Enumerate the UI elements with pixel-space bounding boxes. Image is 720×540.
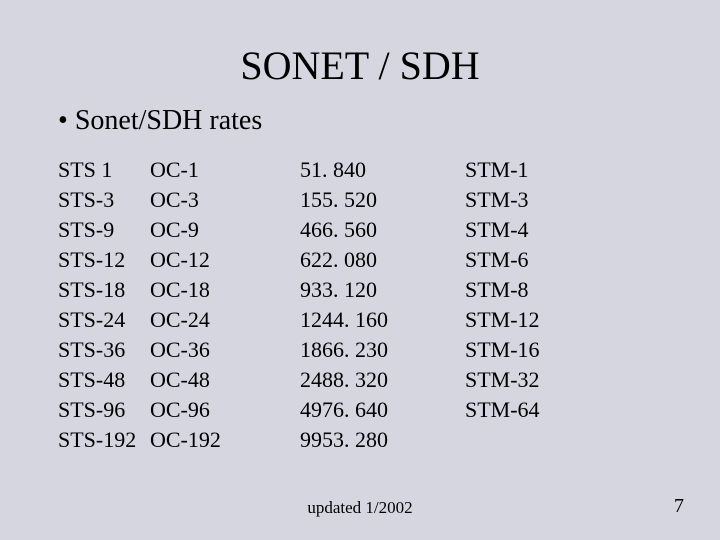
cell: OC-48 bbox=[150, 365, 300, 395]
cell: STM-6 bbox=[465, 245, 615, 275]
cell: OC-3 bbox=[150, 185, 300, 215]
column-stm: STM-1 STM-3 STM-4 STM-6 STM-8 STM-12 STM… bbox=[465, 155, 615, 455]
cell: OC-9 bbox=[150, 215, 300, 245]
cell: 4976. 640 bbox=[300, 395, 465, 425]
cell: STS-12 bbox=[58, 245, 150, 275]
cell: OC-192 bbox=[150, 425, 300, 455]
cell: 155. 520 bbox=[300, 185, 465, 215]
rates-table: STS 1 STS-3 STS-9 STS-12 STS-18 STS-24 S… bbox=[0, 137, 720, 455]
slide: SONET / SDH • Sonet/SDH rates STS 1 STS-… bbox=[0, 0, 720, 540]
cell: OC-96 bbox=[150, 395, 300, 425]
cell: OC-36 bbox=[150, 335, 300, 365]
cell: STM-1 bbox=[465, 155, 615, 185]
cell: STS-48 bbox=[58, 365, 150, 395]
cell: STS-3 bbox=[58, 185, 150, 215]
cell: 622. 080 bbox=[300, 245, 465, 275]
cell: 1866. 230 bbox=[300, 335, 465, 365]
cell: 9953. 280 bbox=[300, 425, 465, 455]
cell: OC-1 bbox=[150, 155, 300, 185]
bullet: • bbox=[58, 105, 68, 136]
cell: OC-24 bbox=[150, 305, 300, 335]
cell: STM-12 bbox=[465, 305, 615, 335]
subtitle: • Sonet/SDH rates bbox=[0, 99, 720, 137]
cell: STM-8 bbox=[465, 275, 615, 305]
cell: OC-18 bbox=[150, 275, 300, 305]
cell: STS-18 bbox=[58, 275, 150, 305]
cell: 2488. 320 bbox=[300, 365, 465, 395]
page-number: 7 bbox=[674, 495, 684, 518]
subtitle-text: Sonet/SDH rates bbox=[75, 105, 262, 136]
cell: STM-16 bbox=[465, 335, 615, 365]
cell: STS-36 bbox=[58, 335, 150, 365]
cell: STM-3 bbox=[465, 185, 615, 215]
cell: STS 1 bbox=[58, 155, 150, 185]
cell: STS-9 bbox=[58, 215, 150, 245]
cell: OC-12 bbox=[150, 245, 300, 275]
cell: STS-24 bbox=[58, 305, 150, 335]
cell: STM-32 bbox=[465, 365, 615, 395]
cell: 466. 560 bbox=[300, 215, 465, 245]
column-oc: OC-1 OC-3 OC-9 OC-12 OC-18 OC-24 OC-36 O… bbox=[150, 155, 300, 455]
cell: STS-192 bbox=[58, 425, 150, 455]
cell: STM-4 bbox=[465, 215, 615, 245]
page-title: SONET / SDH bbox=[0, 0, 720, 99]
cell: 1244. 160 bbox=[300, 305, 465, 335]
cell: STS-96 bbox=[58, 395, 150, 425]
column-sts: STS 1 STS-3 STS-9 STS-12 STS-18 STS-24 S… bbox=[0, 155, 150, 455]
column-rate: 51. 840 155. 520 466. 560 622. 080 933. … bbox=[300, 155, 465, 455]
cell: 933. 120 bbox=[300, 275, 465, 305]
cell: STM-64 bbox=[465, 395, 615, 425]
cell: 51. 840 bbox=[300, 155, 465, 185]
footer-text: updated 1/2002 bbox=[0, 498, 720, 518]
